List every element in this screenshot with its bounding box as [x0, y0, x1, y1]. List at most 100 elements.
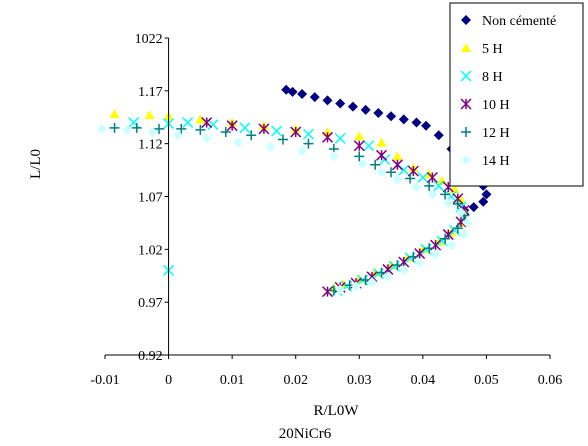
- data-point: [382, 271, 393, 282]
- legend-item: 14 H: [461, 154, 510, 169]
- axes: [104, 37, 551, 359]
- data-point: [335, 284, 346, 295]
- data-point: [408, 251, 419, 262]
- y-tick-label: 1.17: [138, 85, 163, 100]
- data-point: [321, 286, 334, 298]
- data-point: [426, 171, 438, 184]
- data-point: [297, 89, 308, 100]
- data-point: [109, 122, 120, 133]
- data-point: [147, 127, 158, 138]
- x-tick-label: 0.02: [283, 373, 308, 388]
- legend: Non cémenté 5 H 8 H 10 H 12 H 14 H: [449, 2, 584, 187]
- data-point: [233, 137, 244, 148]
- data-point: [405, 173, 416, 184]
- data-point: [271, 125, 283, 137]
- y-axis-title: L/L0: [28, 149, 44, 179]
- data-point: [433, 130, 444, 141]
- legend-label: Non cémenté: [482, 14, 556, 29]
- data-point: [398, 164, 410, 176]
- y-tick-label: 1.12: [138, 138, 163, 153]
- data-point: [421, 120, 432, 131]
- data-point: [370, 159, 381, 170]
- data-point: [468, 202, 479, 213]
- y-tick-label: 0.97: [138, 296, 163, 311]
- data-point: [398, 114, 409, 125]
- data-point: [411, 117, 422, 128]
- data-point: [201, 133, 212, 144]
- data-point: [347, 101, 358, 112]
- data-point: [239, 122, 251, 134]
- legend-marker: [460, 98, 472, 110]
- data-point: [386, 167, 397, 178]
- legend-item: 5 H: [461, 42, 503, 57]
- data-point: [195, 124, 206, 135]
- series-2: [128, 117, 470, 297]
- x-tick-label: -0.01: [90, 373, 119, 388]
- data-point: [302, 128, 314, 140]
- data-point: [452, 198, 463, 209]
- legend-label: 8 H: [482, 70, 503, 85]
- data-point: [303, 138, 314, 149]
- legend-marker: [461, 43, 471, 52]
- legend-label: 10 H: [482, 98, 510, 113]
- data-point: [201, 117, 213, 129]
- data-point: [430, 249, 441, 260]
- data-point: [265, 141, 276, 152]
- data-point: [360, 274, 371, 285]
- data-point: [109, 109, 120, 119]
- data-point: [367, 277, 377, 288]
- x-tick-label: 0.01: [220, 373, 245, 388]
- y-tick-label: 1.07: [138, 191, 163, 206]
- data-point: [376, 267, 387, 278]
- legend-label: 5 H: [482, 42, 503, 57]
- data-point: [354, 151, 365, 162]
- data-point: [456, 207, 466, 218]
- data-point: [481, 189, 492, 200]
- data-point: [427, 189, 438, 200]
- data-point: [321, 131, 334, 143]
- data-point: [376, 137, 387, 147]
- data-point: [459, 229, 470, 240]
- data-point: [195, 114, 206, 124]
- legend-marker: [460, 70, 472, 82]
- data-point: [414, 258, 425, 269]
- x-axis-title: R/L0W: [314, 403, 360, 419]
- series-4: [109, 122, 470, 296]
- data-point: [446, 240, 457, 251]
- y-tick-label: 1.02: [138, 243, 163, 258]
- data-point: [443, 197, 454, 208]
- data-point: [440, 189, 451, 200]
- chart-title: 20NiCr6: [279, 426, 332, 442]
- data-point: [354, 131, 365, 141]
- data-point: [478, 196, 489, 207]
- data-point: [220, 127, 231, 138]
- data-point: [376, 149, 388, 161]
- data-point: [335, 98, 346, 109]
- data-point: [297, 146, 308, 157]
- legend-item: 8 H: [460, 70, 503, 85]
- series-5: [96, 123, 473, 295]
- data-point: [440, 233, 451, 244]
- data-point: [309, 92, 320, 103]
- x-tick-label: 0.03: [347, 373, 372, 388]
- legend-label: 12 H: [482, 126, 510, 141]
- data-point: [392, 260, 403, 271]
- series-3: [201, 117, 470, 298]
- data-point: [176, 123, 187, 134]
- data-point: [433, 180, 445, 192]
- data-point: [351, 281, 362, 292]
- legend-marker: [461, 127, 471, 137]
- data-point: [328, 151, 339, 162]
- data-point: [411, 181, 422, 192]
- legend-item: 12 H: [461, 126, 510, 141]
- legend-marker: [461, 155, 471, 165]
- data-point: [398, 265, 409, 276]
- data-point: [360, 104, 371, 115]
- data-point: [131, 122, 142, 133]
- legend-item: 10 H: [460, 98, 510, 113]
- data-point: [322, 95, 333, 106]
- data-point: [287, 86, 298, 97]
- data-point: [207, 119, 219, 131]
- y-tick-label: 0.92: [138, 349, 163, 364]
